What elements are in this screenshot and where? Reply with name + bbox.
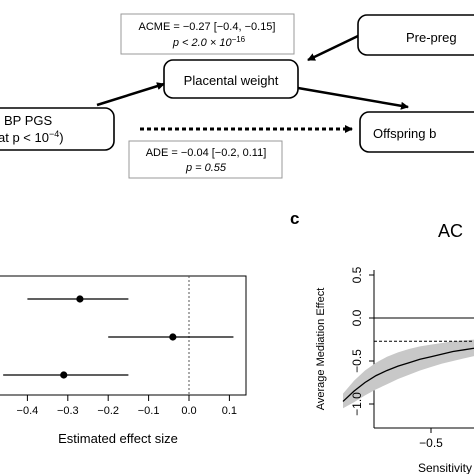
arrow-prepreg-to-placental (307, 34, 359, 62)
x-tick-label: −0.5 (419, 436, 443, 450)
offspring-node (359, 111, 474, 153)
mediation-diagram: ACME = −0.27 [−0.4, −0.15] p < 2.0 × 10−… (0, 13, 474, 179)
sensitivity-xlabel: Sensitivity (418, 461, 472, 474)
acme-p-text: p < 2.0 × 10−16 (172, 35, 246, 49)
forest-plot-frame (0, 275, 247, 396)
y-tick-label: 0.5 (350, 266, 364, 283)
estimate-point (169, 333, 177, 341)
mediation-effect-line (342, 347, 474, 402)
prepregnancy-node (357, 14, 474, 56)
placental-weight-node (163, 59, 299, 99)
panel-c-letter: c (290, 209, 299, 228)
placental-weight-label: Placental weight (184, 73, 279, 88)
estimate-point (60, 371, 68, 379)
acme-box (120, 13, 295, 55)
x-tick-label: 0.1 (222, 405, 237, 417)
y-tick-label: 0.0 (350, 309, 364, 326)
acme-text: ACME = −0.27 [−0.4, −0.15] (139, 21, 276, 33)
forest-plot: −0.4 −0.3 −0.2 −0.1 0.0 0.1 Estimated effect … (0, 275, 247, 446)
confidence-band (343, 339, 474, 409)
bp-pgs-node (0, 107, 115, 151)
ade-text: ADE = −0.04 [−0.2, 0.11] (146, 147, 267, 159)
sensitivity-plot: c AC Average Mediation Effect −1.0 −0.5 0.… (290, 209, 474, 474)
x-tick-label: −0.4 (17, 405, 39, 417)
y-tick-label: −0.5 (350, 349, 364, 373)
bp-pgs-threshold: at p < 10−4) (0, 129, 64, 145)
ade-p-text: p = 0.55 (185, 162, 227, 174)
x-tick-label: −0.2 (97, 405, 119, 417)
arrow-pgs-to-placental (96, 82, 165, 107)
ade-box (128, 140, 283, 179)
prepregnancy-label: Pre-preg (406, 30, 457, 45)
sensitivity-ylabel: Average Mediation Effect (315, 288, 327, 411)
panel-c-title: AC (438, 221, 463, 241)
arrow-placental-to-offspring (297, 86, 409, 110)
bp-pgs-label: BP PGS (4, 113, 53, 128)
estimate-point (76, 295, 84, 303)
x-tick-label: −0.1 (138, 405, 160, 417)
x-tick-label: 0.0 (181, 405, 196, 417)
offspring-label: Offspring b (373, 126, 436, 141)
y-tick-label: −1.0 (350, 392, 364, 416)
x-tick-label: −0.3 (57, 405, 79, 417)
forest-xlabel: Estimated effect size (58, 431, 178, 446)
